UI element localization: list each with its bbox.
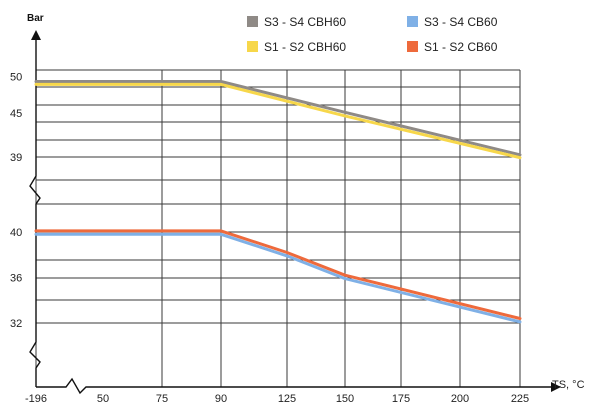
legend-swatch [407, 16, 418, 27]
x-tick-label: 75 [156, 393, 168, 405]
legend-label: S1 - S2 CB60 [424, 40, 498, 54]
axes [29, 30, 561, 395]
y-tick-label: 50 [10, 71, 22, 83]
legend-label: S1 - S2 CBH60 [264, 40, 346, 54]
x-tick-label: 50 [97, 393, 109, 405]
y-tick-label: 32 [10, 318, 22, 330]
y-tick-label: 45 [10, 108, 22, 120]
x-tick-label: -196 [25, 393, 47, 405]
y-tick-label: 40 [10, 227, 22, 239]
legend-label: S3 - S4 CB60 [424, 15, 498, 29]
y-tick-label: 39 [10, 152, 22, 164]
legend-label: S3 - S4 CBH60 [264, 15, 346, 29]
x-axis-arrow [551, 382, 561, 392]
y-axis-line [29, 34, 41, 387]
series-layer [34, 80, 522, 324]
grid [35, 69, 521, 387]
legend: S3 - S4 CBH60 S3 - S4 CB60 S1 - S2 CBH60 S1… [247, 15, 498, 54]
series-line-s3-s4-cbh60 [34, 80, 522, 157]
x-axis-title: TS, °C [552, 379, 585, 391]
x-tick-label: 175 [392, 393, 410, 405]
legend-swatch [247, 41, 258, 52]
series-line-s1-s2-cbh60 [34, 82, 522, 160]
x-axis-line [36, 377, 555, 395]
x-tick-label: 225 [511, 393, 529, 405]
series-line-s1-s2-cb60 [34, 229, 522, 320]
legend-swatch [247, 16, 258, 27]
x-tick-label: 200 [451, 393, 469, 405]
x-tick-label: 90 [215, 393, 227, 405]
series-line-s3-s4-cb60 [34, 232, 522, 324]
y-axis-arrow [31, 30, 41, 40]
legend-swatch [407, 41, 418, 52]
tick-labels: -196 50 75 90 125 150 175 200 225 50 45 39 40 36 32 [10, 71, 529, 405]
y-axis-title: Bar [27, 13, 44, 24]
x-tick-label: 125 [278, 393, 296, 405]
y-tick-label: 36 [10, 273, 22, 285]
x-tick-label: 150 [336, 393, 354, 405]
